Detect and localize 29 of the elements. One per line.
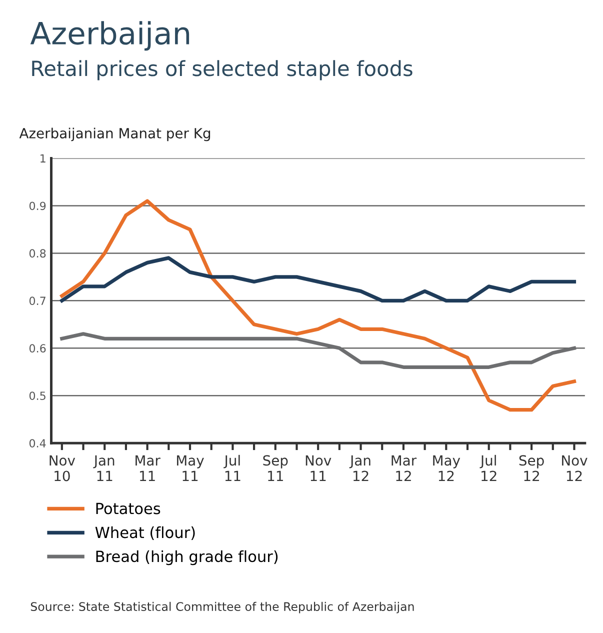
chart-subtitle: Retail prices of selected staple foods [32, 60, 412, 80]
chart-title: Azerbaijan [30, 21, 190, 51]
x-tick-label: Jul 12 [480, 454, 496, 482]
x-tick-label: Mar 11 [136, 455, 160, 482]
x-tick-label: Nov 10 [50, 455, 76, 482]
x-tick-label: Jul 11 [224, 454, 240, 482]
y-axis-title: Azerbaijanian Manat per Kg [19, 128, 210, 142]
y-tick-label: 0.7 [29, 296, 46, 306]
y-tick-label: 0.4 [29, 439, 46, 448]
line-series [60, 256, 576, 302]
y-tick-label: 0.6 [29, 344, 46, 353]
y-tick-label: 0.5 [29, 392, 46, 400]
y-tick-label: 0.9 [29, 202, 46, 210]
x-tick-label: Sep 12 [519, 455, 544, 482]
line-series [60, 199, 576, 412]
x-tick-label: May 11 [177, 455, 204, 482]
x-tick-label: Jan 12 [349, 455, 370, 482]
legend-label: Wheat (flour) [95, 526, 195, 540]
y-tick-label: 1 [40, 154, 46, 162]
legend-label: Bread (high grade flour) [96, 550, 278, 566]
x-tick-label: Sep 11 [263, 455, 288, 482]
x-tick-label: May 12 [433, 455, 460, 482]
legend-label: Potatoes [96, 502, 160, 514]
x-tick-label: Mar 12 [392, 455, 417, 482]
x-tick-label: Jan 11 [93, 455, 114, 482]
x-tick-label: Nov 11 [306, 455, 332, 482]
source-note: Source: State Statistical Committee of the Republic of Azerbaijan [30, 602, 414, 614]
x-tick-label: Nov 12 [562, 455, 588, 482]
y-tick-label: 0.8 [29, 249, 46, 258]
